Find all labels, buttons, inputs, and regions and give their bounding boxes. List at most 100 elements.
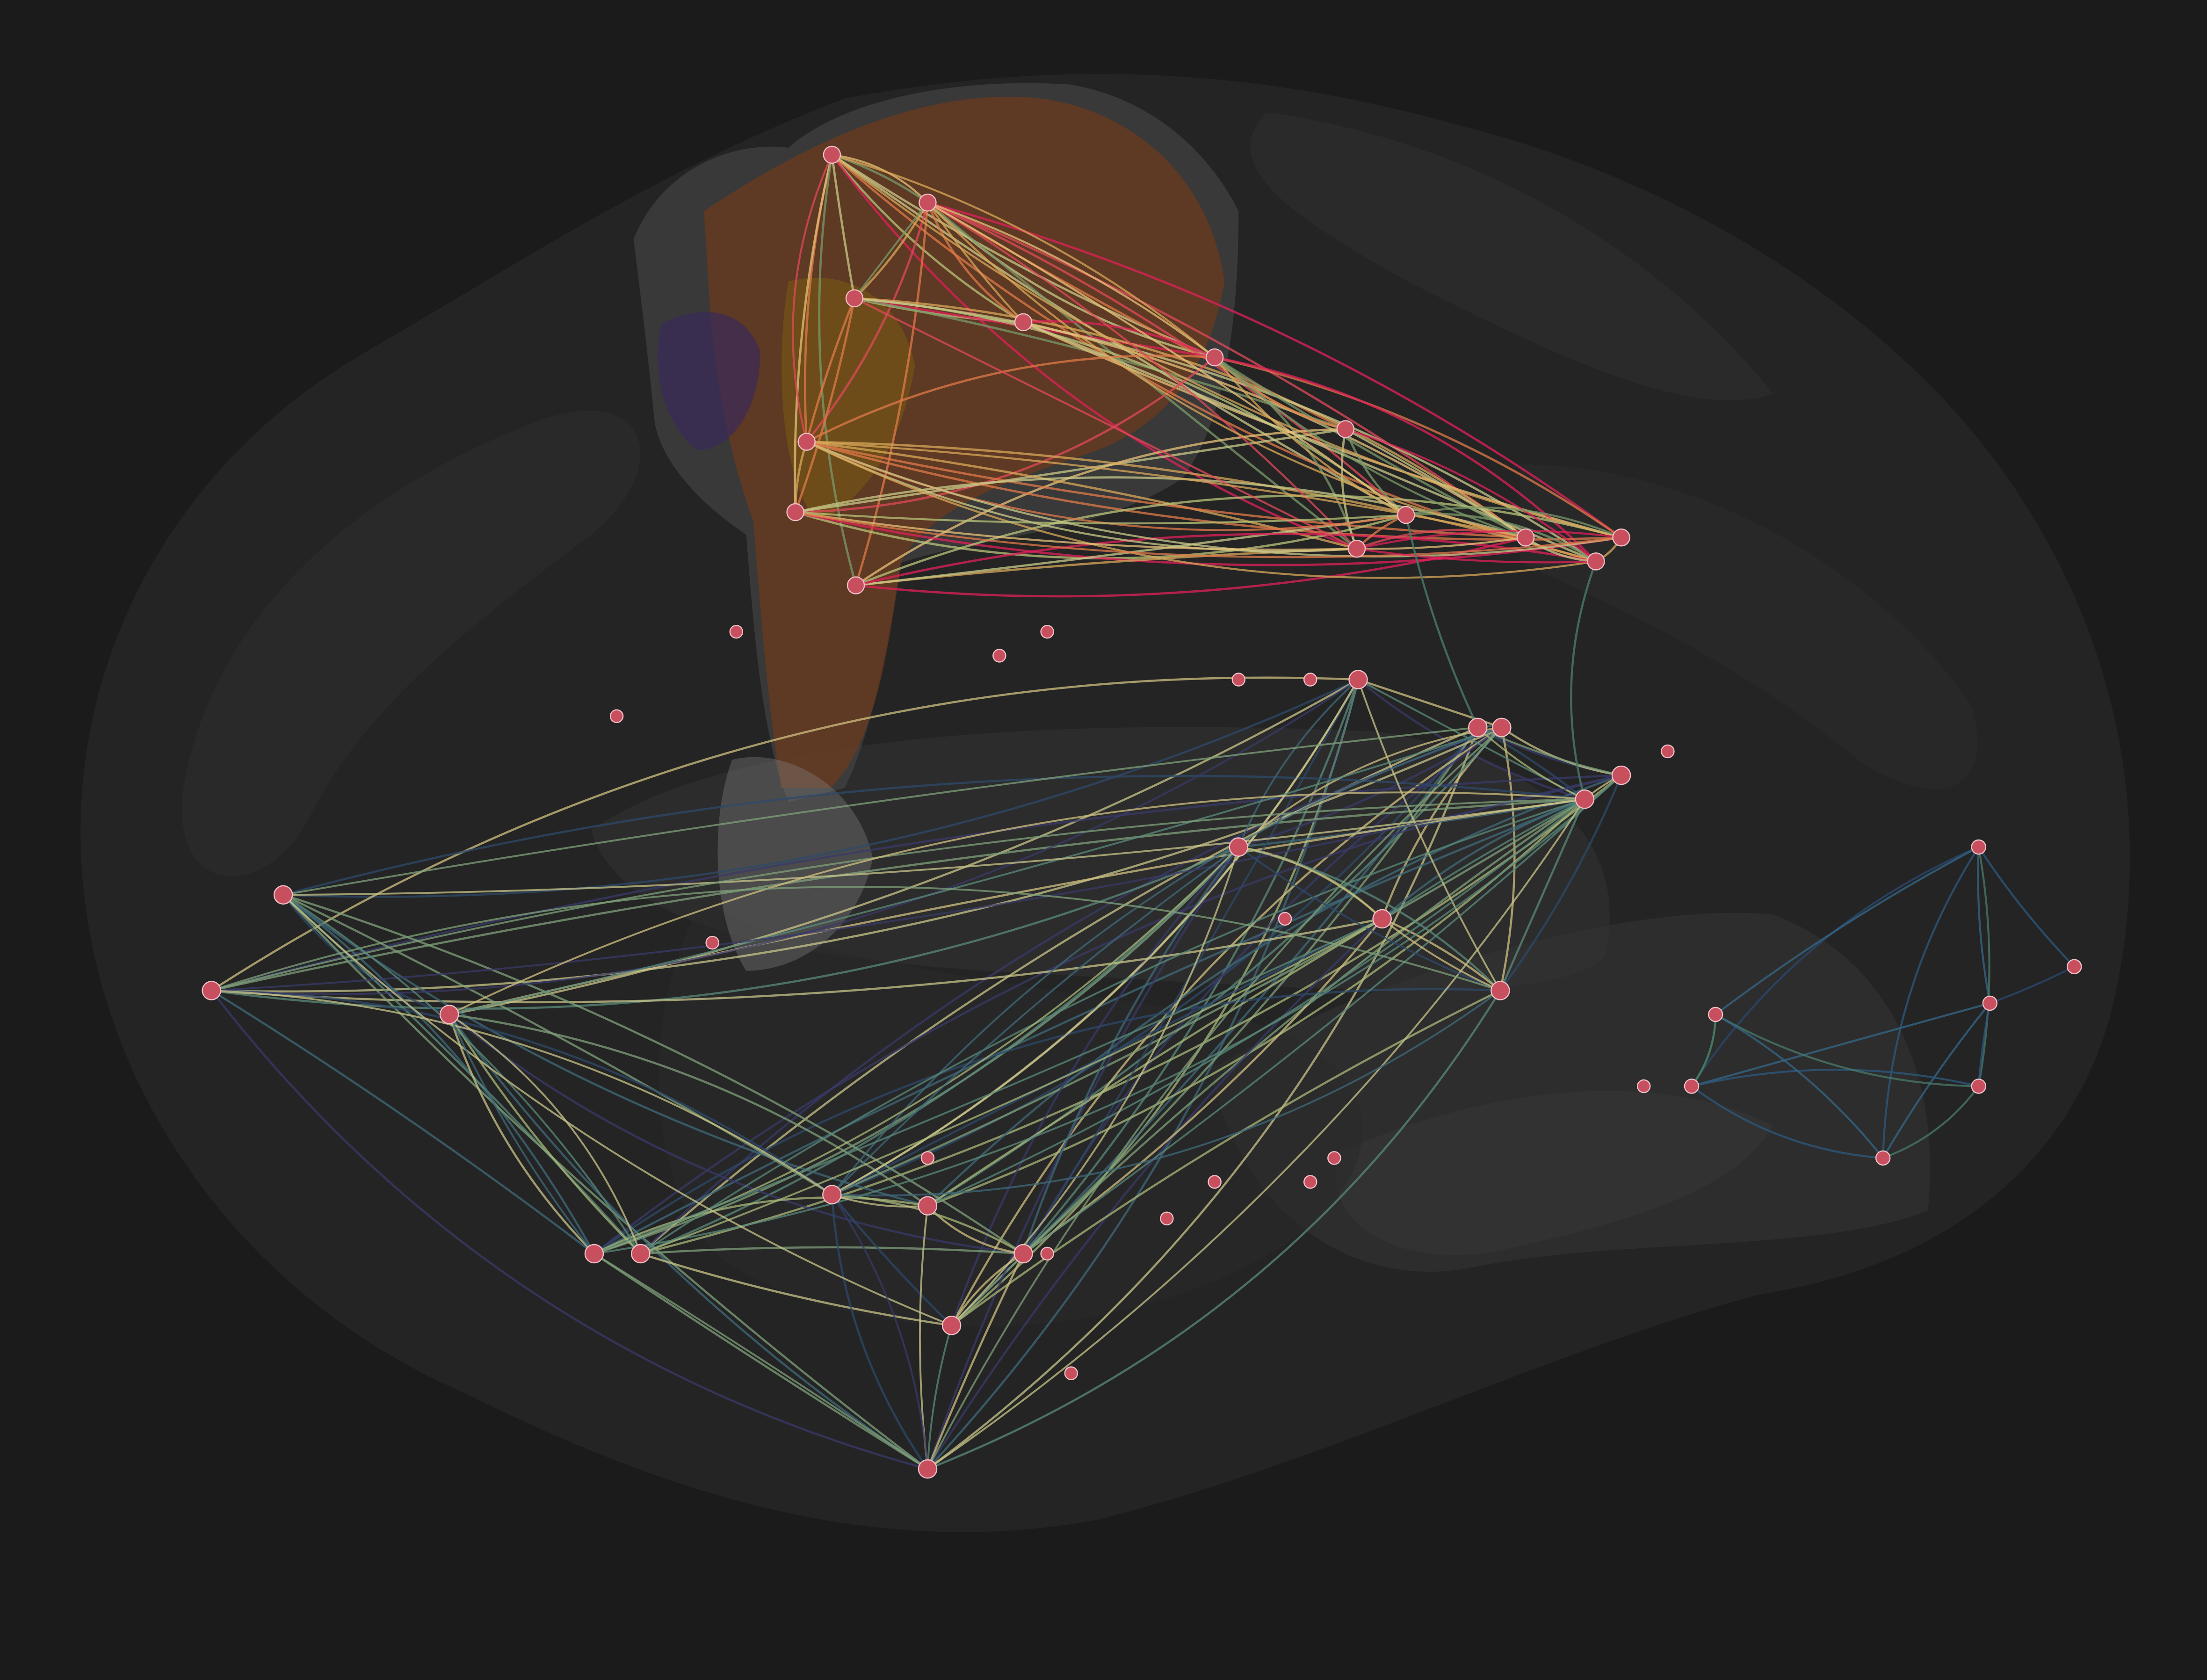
- edge: [282, 894, 642, 1254]
- node: [847, 576, 865, 594]
- node: [273, 885, 293, 905]
- edge: [926, 202, 1526, 539]
- region-sub: [781, 278, 915, 521]
- edge: [1238, 726, 1503, 848]
- edge: [1237, 679, 1359, 847]
- node: [1040, 625, 1054, 639]
- node: [1336, 420, 1355, 438]
- temporal-lobe: [1210, 912, 1930, 1272]
- node: [584, 1244, 604, 1264]
- node: [2067, 959, 2082, 974]
- node: [941, 1316, 962, 1335]
- edge: [1499, 775, 1622, 992]
- edge: [1214, 356, 1358, 550]
- edge: [593, 798, 1585, 1255]
- edge: [1023, 320, 1216, 359]
- edge: [211, 886, 1501, 992]
- edge: [926, 202, 1024, 323]
- edge: [210, 676, 1359, 992]
- edge: [282, 894, 1024, 1255]
- node: [1875, 1150, 1891, 1166]
- edge: [1882, 846, 1980, 1158]
- edge: [1499, 727, 1516, 991]
- edge: [927, 201, 1527, 539]
- edge: [1499, 798, 1586, 991]
- edge: [831, 1194, 953, 1326]
- node: [1708, 1007, 1723, 1022]
- edge: [448, 1014, 595, 1255]
- node: [920, 1151, 935, 1165]
- edge: [448, 1014, 595, 1254]
- edge: [832, 726, 1479, 1196]
- edge: [640, 1253, 952, 1327]
- edge: [794, 298, 856, 513]
- edge: [926, 202, 1215, 359]
- edge: [831, 154, 856, 299]
- edge: [282, 894, 595, 1254]
- node: [705, 935, 719, 950]
- edge: [449, 1014, 1024, 1255]
- edge: [1022, 679, 1360, 1254]
- edge: [1405, 514, 1479, 728]
- node: [823, 145, 841, 164]
- edge: [1382, 798, 1585, 920]
- edge: [926, 774, 1622, 1207]
- edge: [806, 354, 1215, 443]
- edge: [926, 1253, 1025, 1470]
- edge: [1882, 1002, 1991, 1159]
- edge: [806, 441, 1596, 579]
- edge: [795, 356, 1216, 514]
- edge: [951, 847, 1240, 1326]
- node: [1278, 912, 1292, 926]
- edge: [1570, 561, 1597, 800]
- edge: [805, 202, 929, 443]
- edge: [805, 297, 856, 442]
- edge: [1691, 1085, 1883, 1159]
- node: [1492, 717, 1512, 738]
- node: [1372, 909, 1392, 929]
- edge: [831, 726, 1502, 1195]
- edge: [926, 202, 1358, 550]
- edge: [593, 1253, 928, 1470]
- node: [1575, 789, 1595, 809]
- edge: [1381, 918, 1501, 992]
- edge: [795, 428, 1346, 514]
- edge: [927, 202, 1358, 550]
- node: [1971, 1079, 1986, 1094]
- edge: [1345, 428, 1597, 562]
- edge: [1382, 918, 1501, 992]
- edge: [211, 798, 1585, 992]
- edge: [1405, 507, 1622, 539]
- edge: [832, 153, 1216, 358]
- node: [918, 1459, 938, 1479]
- node: [1612, 528, 1630, 547]
- edge: [832, 1194, 928, 1208]
- node: [1327, 1151, 1341, 1165]
- edge: [855, 536, 1526, 598]
- node: [1348, 670, 1368, 689]
- edge: [1214, 356, 1527, 539]
- edge: [1715, 1014, 1884, 1159]
- edge: [282, 894, 833, 1196]
- edge: [854, 297, 1597, 563]
- edge: [211, 846, 1239, 1010]
- edge: [950, 1253, 1024, 1326]
- node: [1064, 1366, 1078, 1380]
- node: [1971, 839, 1986, 855]
- edge: [831, 846, 1239, 1195]
- edge: [1214, 356, 1407, 516]
- edge: [927, 990, 1501, 1470]
- highlighted-region: [633, 83, 1239, 971]
- edge: [854, 297, 1357, 550]
- node: [1013, 1244, 1033, 1264]
- node: [1684, 1079, 1700, 1094]
- gyrus: [182, 411, 641, 876]
- node: [1040, 1246, 1054, 1261]
- node: [1208, 1175, 1222, 1189]
- edge: [1977, 847, 1990, 1086]
- edge: [1477, 726, 1621, 776]
- edge: [449, 791, 1585, 1015]
- edge: [927, 798, 1585, 1207]
- node: [609, 709, 624, 724]
